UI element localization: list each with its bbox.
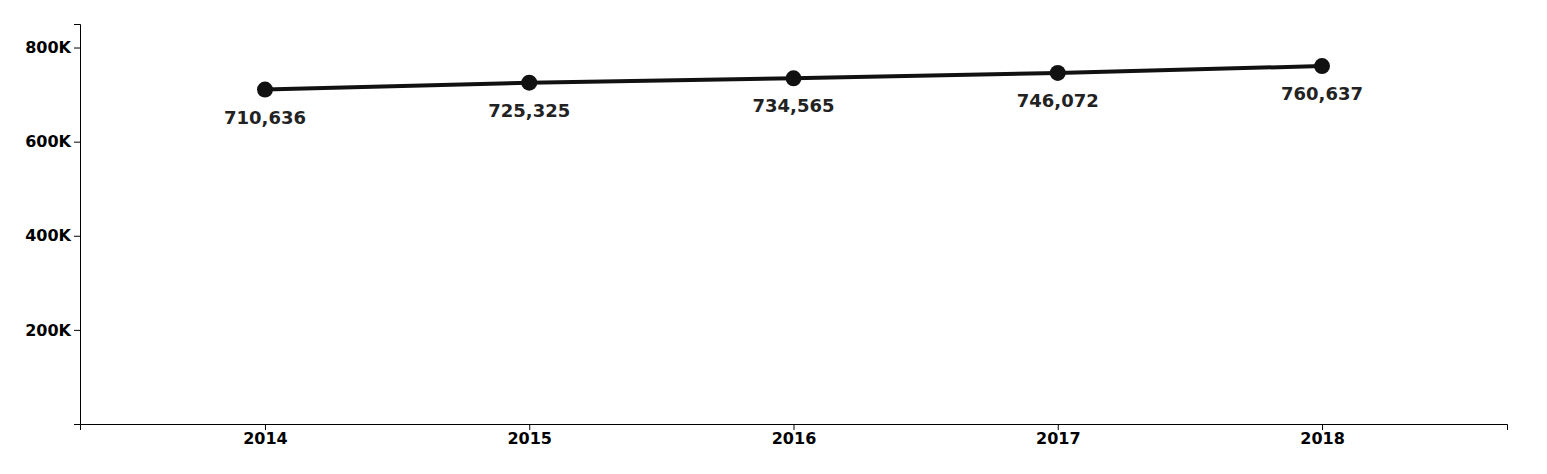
y-tick-mark [74, 330, 80, 331]
y-tick-label: 600K [25, 132, 71, 151]
marker [786, 70, 802, 86]
x-tick: 2016 [772, 424, 817, 448]
data-label: 725,325 [488, 100, 570, 121]
y-tick-mark [74, 142, 80, 143]
plot: 2014 2015 2016 2017 2018 200K 400K 600K 800K 710,… [25, 25, 1507, 449]
x-tick: 2014 [243, 424, 288, 448]
chart: 2014 2015 2016 2017 2018 200K 400K 600K 800K 710,… [0, 0, 1547, 474]
y-tick: 200K [25, 321, 80, 340]
y-axis: 200K 400K 600K 800K [25, 25, 80, 425]
y-tick: 600K [25, 132, 80, 151]
y-tick-label: 400K [25, 226, 71, 245]
y-tick: 800K [25, 38, 80, 57]
y-tick-label: 800K [25, 38, 71, 57]
x-tick-label: 2017 [1036, 429, 1081, 448]
marker [521, 75, 537, 91]
data-label: 710,636 [224, 107, 306, 128]
data-labels: 710,636 725,325 734,565 746,072 760,637 [224, 83, 1363, 128]
data-label: 746,072 [1017, 90, 1099, 111]
x-tick-label: 2016 [772, 429, 817, 448]
x-tick-label: 2018 [1300, 429, 1345, 448]
y-tick-label: 200K [25, 321, 71, 340]
y-tick-mark [74, 236, 80, 237]
data-label: 734,565 [753, 95, 835, 116]
axis-line [74, 25, 81, 425]
x-tick-label: 2015 [507, 429, 552, 448]
x-tick: 2017 [1036, 424, 1081, 448]
marker [1050, 65, 1066, 81]
x-tick-label: 2014 [243, 429, 288, 448]
series [257, 58, 1330, 97]
line [265, 66, 1322, 90]
y-tick-mark [74, 48, 80, 49]
x-axis: 2014 2015 2016 2017 2018 [81, 424, 1508, 448]
marker [1314, 58, 1330, 74]
marker [257, 82, 273, 98]
x-tick: 2018 [1300, 424, 1345, 448]
data-label: 760,637 [1281, 83, 1363, 104]
y-tick: 400K [25, 226, 80, 245]
x-tick: 2015 [507, 424, 552, 448]
